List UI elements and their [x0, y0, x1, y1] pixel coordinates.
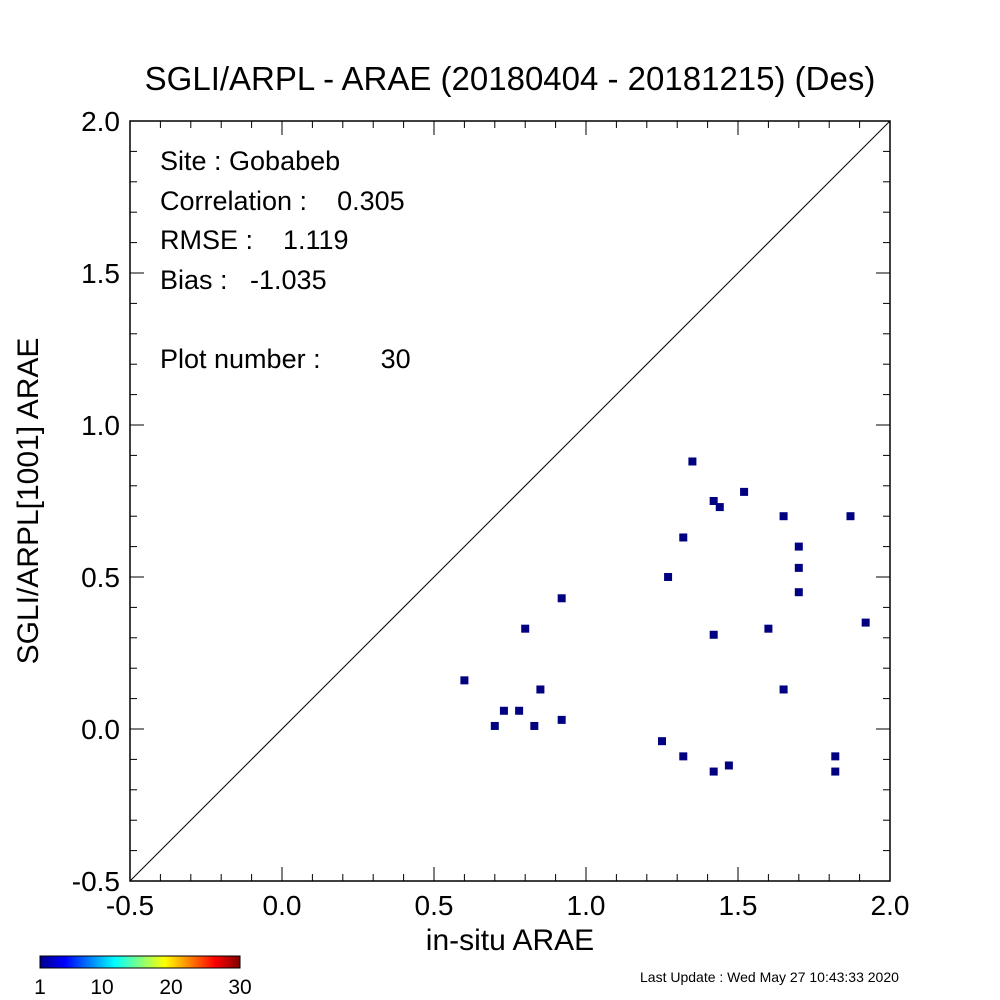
data-point: [709, 630, 718, 639]
data-point: [521, 624, 530, 633]
x-axis-label: in-situ ARAE: [426, 924, 594, 957]
plot-frame: [129, 120, 891, 882]
y-tick-label: -0.5: [72, 866, 120, 897]
axis-ticks: [129, 120, 891, 882]
y-tick-label: 1.5: [81, 258, 120, 289]
one-to-one-line: [129, 120, 891, 882]
data-point: [709, 767, 718, 776]
data-point: [490, 721, 499, 730]
data-point: [515, 706, 524, 715]
y-tick-label: 1.0: [81, 410, 120, 441]
colorbar-label: 10: [90, 976, 113, 999]
colorbar: [39, 955, 241, 969]
data-point: [664, 573, 673, 581]
data-point: [679, 533, 688, 542]
y-tick-label: 0.5: [81, 562, 120, 593]
data-point: [779, 512, 788, 521]
data-point: [715, 503, 724, 512]
chart-title: SGLI/ARPL - ARAE (20180404 - 20181215) (…: [145, 60, 876, 97]
data-point: [709, 497, 718, 505]
x-tick-label: -0.5: [106, 890, 154, 921]
data-point: [658, 737, 666, 746]
data-point: [499, 706, 508, 715]
data-point: [764, 624, 773, 633]
data-point: [557, 715, 566, 724]
x-tick-label: 0.0: [263, 890, 302, 921]
stat-correlation: Correlation : 0.305: [160, 186, 405, 216]
y-tick-label: 2.0: [81, 106, 120, 137]
colorbar-label: 30: [228, 976, 251, 999]
data-point: [530, 721, 539, 730]
data-point: [794, 563, 803, 572]
data-point: [794, 542, 803, 551]
last-update: Last Update : Wed May 27 10:43:33 2020: [640, 969, 899, 985]
data-point: [779, 685, 788, 694]
data-point: [831, 752, 840, 761]
colorbar-label: 20: [159, 976, 182, 999]
y-tick-labels: -0.5 0.0 0.5 1.0 1.5 2.0: [72, 106, 120, 897]
data-point: [846, 512, 855, 521]
stat-site: Site : Gobabeb: [160, 146, 340, 176]
x-tick-label: 1.0: [567, 890, 606, 921]
data-point: [460, 676, 469, 685]
data-point: [688, 457, 697, 466]
data-point: [724, 761, 733, 770]
stat-bias: Bias : -1.035: [160, 265, 327, 295]
x-tick-label: 0.5: [415, 890, 454, 921]
x-tick-label: 2.0: [871, 890, 910, 921]
colorbar-label: 1: [34, 976, 46, 999]
y-tick-label: 0.0: [81, 714, 120, 745]
data-point: [679, 752, 688, 761]
data-point: [557, 594, 566, 603]
data-point: [740, 487, 749, 496]
stat-rmse: RMSE : 1.119: [160, 225, 349, 255]
data-point: [831, 767, 840, 776]
data-points: [460, 457, 870, 776]
y-axis-label: SGLI/ARPL[1001] ARAE: [12, 338, 45, 665]
stats-panel: Site : Gobabeb Correlation : 0.305 RMSE …: [160, 146, 411, 374]
stat-plot-number: Plot number : 30: [160, 344, 411, 374]
data-point: [536, 685, 545, 694]
data-point: [861, 618, 870, 627]
x-tick-label: 1.5: [719, 890, 758, 921]
data-point: [794, 588, 803, 597]
x-tick-labels: -0.5 0.0 0.5 1.0 1.5 2.0: [106, 890, 910, 921]
colorbar-labels: 1 10 20 30: [34, 976, 252, 999]
